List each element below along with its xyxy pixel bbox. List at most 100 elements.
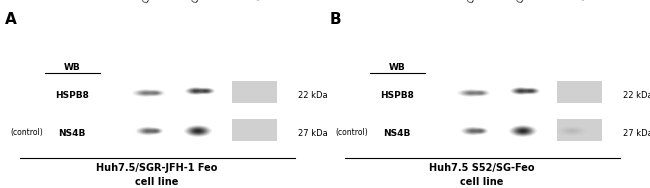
- Ellipse shape: [517, 128, 529, 133]
- Ellipse shape: [468, 92, 474, 94]
- Text: NS4B: NS4B: [384, 129, 411, 137]
- Ellipse shape: [132, 89, 160, 97]
- Ellipse shape: [560, 127, 584, 135]
- Ellipse shape: [477, 129, 485, 133]
- Ellipse shape: [511, 126, 536, 136]
- Ellipse shape: [479, 92, 483, 94]
- Ellipse shape: [517, 90, 525, 92]
- Ellipse shape: [510, 87, 532, 95]
- Ellipse shape: [524, 88, 538, 94]
- Ellipse shape: [188, 88, 203, 94]
- Ellipse shape: [474, 128, 488, 134]
- Ellipse shape: [149, 90, 163, 96]
- Ellipse shape: [467, 92, 475, 94]
- Ellipse shape: [186, 126, 211, 136]
- Ellipse shape: [135, 90, 157, 96]
- Ellipse shape: [514, 88, 528, 94]
- Ellipse shape: [151, 91, 161, 95]
- Ellipse shape: [152, 92, 160, 95]
- Ellipse shape: [509, 125, 537, 137]
- Text: WB: WB: [389, 63, 406, 72]
- Ellipse shape: [192, 128, 204, 133]
- Ellipse shape: [466, 129, 480, 133]
- Text: 22 kDa: 22 kDa: [298, 90, 328, 99]
- Ellipse shape: [478, 92, 484, 94]
- Ellipse shape: [187, 126, 209, 136]
- Ellipse shape: [202, 89, 210, 92]
- Ellipse shape: [465, 91, 477, 95]
- Ellipse shape: [566, 129, 578, 133]
- Ellipse shape: [140, 128, 156, 134]
- Bar: [232, 81, 277, 103]
- Ellipse shape: [195, 130, 201, 132]
- Ellipse shape: [512, 88, 530, 94]
- Text: NS4B: NS4B: [58, 129, 86, 137]
- Ellipse shape: [567, 129, 577, 133]
- Ellipse shape: [152, 129, 160, 133]
- Ellipse shape: [191, 89, 201, 93]
- Ellipse shape: [473, 90, 489, 96]
- Ellipse shape: [192, 90, 200, 92]
- Ellipse shape: [155, 130, 157, 132]
- Ellipse shape: [564, 128, 580, 134]
- Ellipse shape: [462, 127, 484, 135]
- Ellipse shape: [142, 129, 153, 133]
- Ellipse shape: [459, 89, 484, 97]
- Text: Cell lysate: Cell lysate: [515, 0, 546, 5]
- Ellipse shape: [200, 89, 212, 93]
- Ellipse shape: [188, 127, 207, 135]
- Ellipse shape: [142, 92, 150, 94]
- Ellipse shape: [471, 130, 476, 132]
- Ellipse shape: [463, 91, 478, 95]
- Ellipse shape: [474, 90, 488, 96]
- Ellipse shape: [136, 90, 155, 96]
- Text: WB: WB: [64, 63, 81, 72]
- Ellipse shape: [135, 127, 161, 136]
- Ellipse shape: [141, 129, 155, 133]
- Ellipse shape: [199, 88, 213, 94]
- Ellipse shape: [150, 91, 162, 95]
- Ellipse shape: [463, 127, 483, 134]
- Ellipse shape: [153, 130, 159, 132]
- Ellipse shape: [138, 91, 153, 95]
- Ellipse shape: [529, 90, 533, 92]
- Ellipse shape: [134, 89, 159, 97]
- Ellipse shape: [138, 127, 158, 134]
- Ellipse shape: [190, 128, 205, 134]
- Text: 27 kDa: 27 kDa: [298, 129, 328, 137]
- Ellipse shape: [148, 90, 164, 96]
- Ellipse shape: [478, 130, 484, 132]
- Text: Huh7.5 S52/SG-Feo
cell line: Huh7.5 S52/SG-Feo cell line: [429, 163, 535, 187]
- Ellipse shape: [526, 89, 536, 93]
- Text: 22 kDa: 22 kDa: [623, 90, 650, 99]
- Bar: [557, 81, 602, 103]
- Ellipse shape: [476, 129, 486, 133]
- Ellipse shape: [460, 127, 486, 136]
- Text: A: A: [5, 12, 17, 27]
- Ellipse shape: [190, 89, 202, 93]
- Ellipse shape: [465, 128, 481, 134]
- Ellipse shape: [480, 130, 482, 132]
- Ellipse shape: [460, 90, 482, 96]
- Ellipse shape: [527, 89, 535, 92]
- Bar: [557, 119, 602, 141]
- Ellipse shape: [204, 90, 208, 92]
- Ellipse shape: [467, 129, 478, 133]
- Ellipse shape: [475, 91, 487, 95]
- Ellipse shape: [203, 90, 209, 92]
- Ellipse shape: [198, 88, 214, 94]
- Ellipse shape: [153, 130, 159, 133]
- Ellipse shape: [515, 128, 530, 134]
- Text: Co-IP: Co-IP: [140, 0, 159, 5]
- Ellipse shape: [137, 127, 159, 135]
- Ellipse shape: [520, 130, 526, 132]
- Text: (control): (control): [10, 129, 43, 137]
- Ellipse shape: [523, 88, 539, 94]
- Text: HSPB8: HSPB8: [380, 90, 414, 99]
- Ellipse shape: [457, 89, 485, 97]
- Ellipse shape: [143, 92, 149, 94]
- Ellipse shape: [522, 87, 540, 95]
- Ellipse shape: [201, 89, 211, 93]
- Ellipse shape: [184, 125, 212, 137]
- Ellipse shape: [146, 130, 151, 132]
